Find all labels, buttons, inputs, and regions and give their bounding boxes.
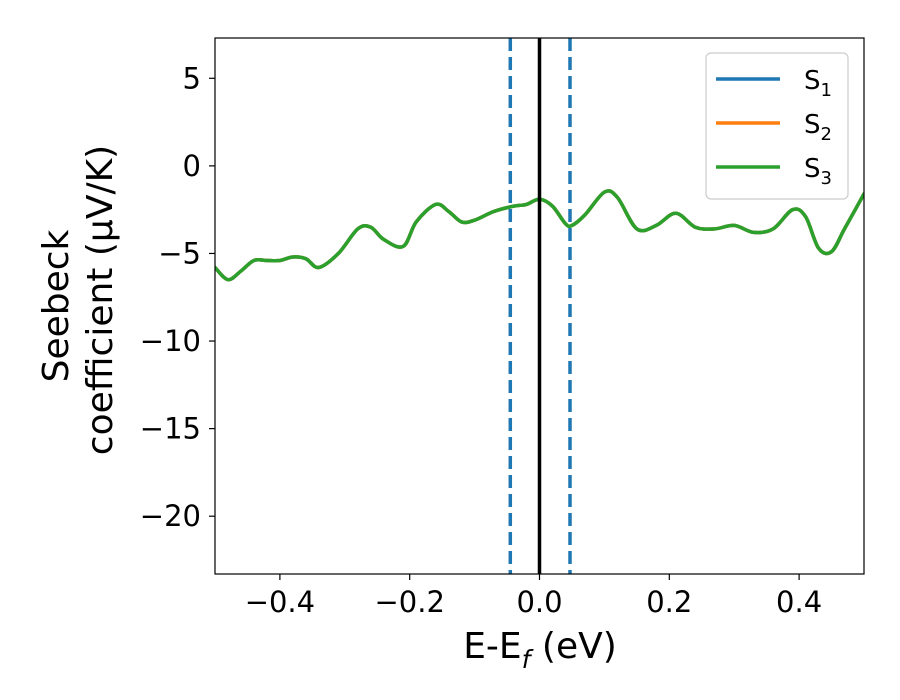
x-tick-label: 0.0	[516, 585, 562, 619]
series-line-s3	[215, 189, 864, 282]
x-tick-label: 0.4	[776, 585, 822, 619]
y-tick-label: 0	[183, 149, 201, 183]
y-tick-label: −20	[140, 499, 201, 533]
plot-lines	[215, 38, 864, 574]
legend-box	[705, 52, 849, 200]
legend: S1 S2 S3	[705, 52, 849, 200]
legend-label-s3: S3	[804, 154, 832, 189]
x-axis-title: E-Ef (eV)	[463, 626, 617, 674]
y-tick-label: −5	[158, 236, 201, 270]
y-tick-label: −10	[140, 324, 201, 358]
y-axis-title-line2: coefficient (μV/K)	[80, 145, 121, 455]
legend-label-s2: S2	[804, 110, 832, 145]
y-axis-title-line1: Seebeck	[36, 229, 77, 382]
legend-label-s1: S1	[804, 66, 832, 101]
y-tick-label: 5	[183, 61, 201, 95]
x-tick-label: −0.4	[245, 585, 315, 619]
x-tick-label: −0.2	[374, 585, 444, 619]
axis-ticks: −0.4 −0.2 0.0 0.2 0.4 5 0 −5 −10 −15 −20	[140, 61, 822, 619]
x-tick-label: 0.2	[646, 585, 692, 619]
y-tick-label: −15	[140, 412, 201, 446]
